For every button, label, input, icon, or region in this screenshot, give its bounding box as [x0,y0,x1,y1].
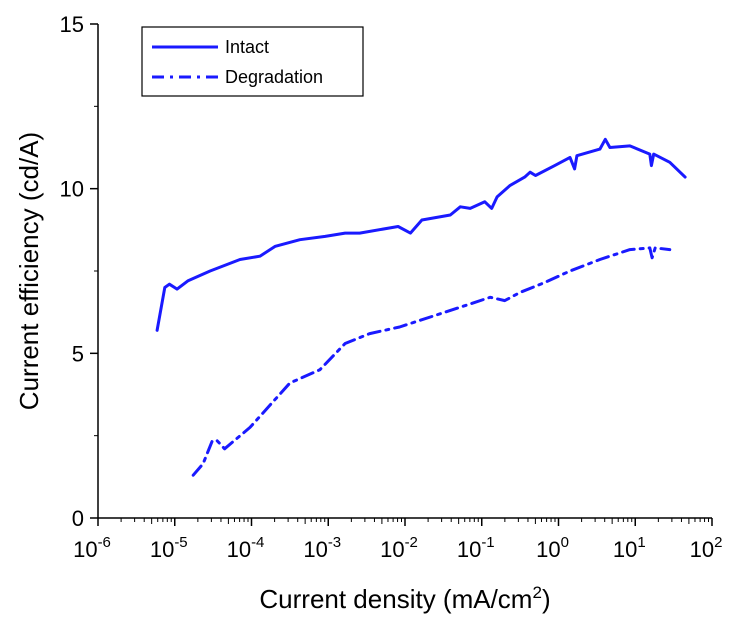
y-tick-label: 10 [60,177,84,202]
legend-label-degradation: Degradation [225,67,323,87]
x-tick-label: 10-4 [227,534,265,562]
series-line-intact [155,137,687,332]
x-axis-label: Current density (mA/cm2) [259,583,550,614]
series-line-degradation [191,246,672,477]
y-tick-label: 15 [60,12,84,37]
series-group [155,137,687,477]
legend: Intact Degradation [141,26,364,97]
legend-label-intact: Intact [225,37,269,57]
y-tick-label: 0 [72,506,84,531]
x-tick-label: 10-3 [303,534,341,562]
x-tick-label: 100 [536,534,569,562]
axes: 10-6 10-5 10-4 10-3 10-2 10-1 100 101 102 0 5 10 15 [60,12,723,562]
legend-box [141,26,364,97]
x-tick-label: 102 [690,534,723,562]
y-axis-label: Current efficiency (cd/A) [14,132,44,410]
x-tick-label: 101 [613,534,646,562]
x-tick-label: 10-2 [380,534,418,562]
x-tick-label: 10-6 [73,534,111,562]
x-tick-label: 10-5 [150,534,188,562]
y-tick-label: 5 [72,341,84,366]
x-tick-label: 10-1 [457,534,495,562]
